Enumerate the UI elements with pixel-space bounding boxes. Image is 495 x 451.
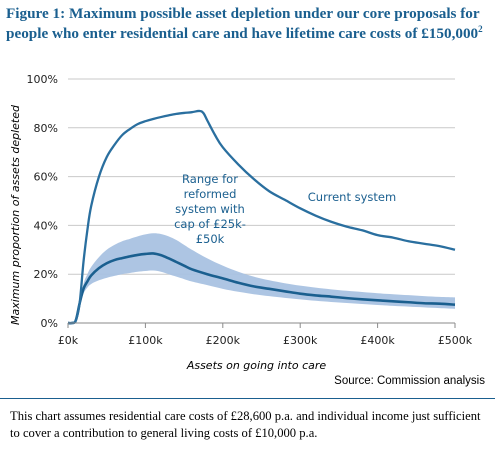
reformed-range-label: Range for reformed system with cap of £25k-… [174,172,246,246]
annotation-line: system with [175,202,245,216]
annotation-line: cap of £25k- [174,217,246,231]
reformed-system-line [67,252,456,325]
y-tick-label: 100% [27,73,58,86]
annotation-line: Range for [182,172,238,186]
current-system-line [67,109,456,325]
figure-title: Figure 1: Maximum possible asset depleti… [6,4,486,43]
reformed-range-band [68,233,455,324]
x-tick-label: £500k [438,334,473,347]
y-tick-label: 0% [41,317,58,330]
annotation-line: Current system [308,190,396,204]
title-footnote-mark: 2 [478,23,483,34]
x-tick-label: £100k [128,334,163,347]
x-tick-label: £400k [360,334,395,347]
grid [68,78,455,275]
y-tick-label: 80% [34,122,58,135]
axes [67,322,456,328]
line-chart: 0% 20% 40% 60% 80% 100% £0k £100k £200k £300k £400… [9,73,473,372]
y-axis-title: Maximum proportion of assets depleted [9,104,22,325]
footnote: This chart assumes residential care cost… [0,398,495,451]
annotation-line: £50k [196,232,225,246]
x-axis-title: Assets on going into care [186,359,327,372]
y-tick-label: 20% [34,268,58,281]
x-tick-label: £200k [206,334,241,347]
source-note: Source: Commission analysis [334,375,485,387]
x-tick-label: £0k [58,334,79,347]
y-tick-label: 40% [34,219,58,232]
annotation-line: reformed [184,187,237,201]
range-band-layer [68,233,455,324]
x-tick-label: £300k [283,334,318,347]
y-tick-label: 60% [34,171,58,184]
labels: 0% 20% 40% 60% 80% 100% £0k £100k £200k £300k £400… [9,73,473,372]
figure-title-text: Figure 1: Maximum possible asset depleti… [6,5,480,42]
current-system-label: Current system [308,190,396,204]
series-layer [67,109,456,325]
figure-panel: Figure 1: Maximum possible asset depleti… [6,4,486,387]
